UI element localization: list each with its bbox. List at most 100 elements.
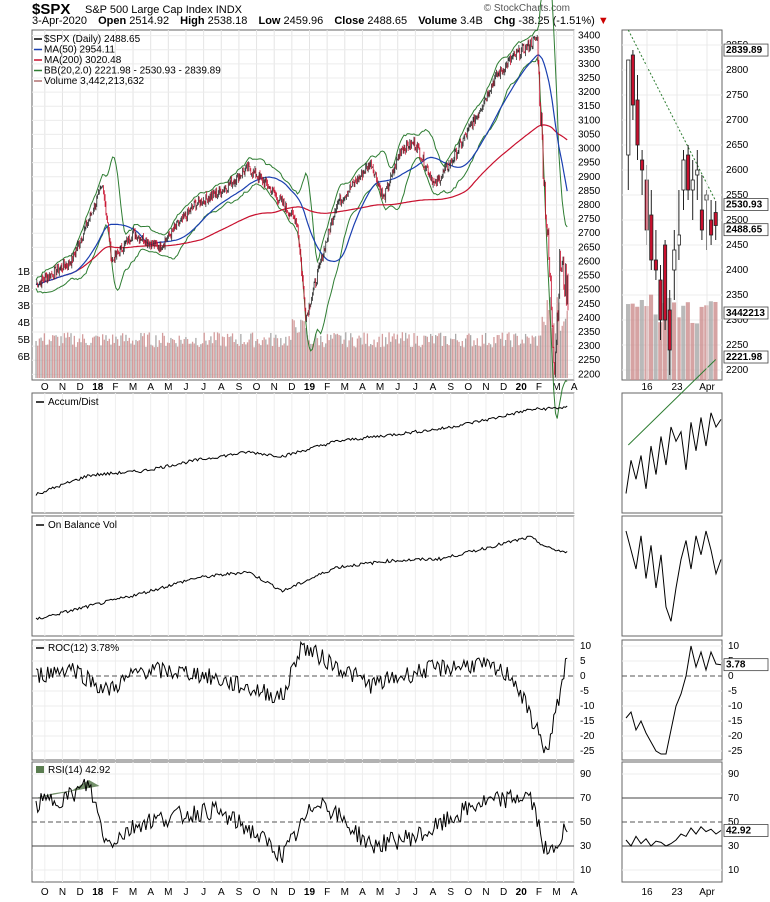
zoom-volume-bar	[630, 303, 635, 380]
zoom-volume-bar	[713, 301, 718, 380]
volume-bar	[136, 341, 139, 378]
zoom-roc-tick-label: -15	[728, 716, 743, 727]
x-tick-label: O	[253, 887, 261, 898]
volume-tick-label: 2B	[18, 284, 31, 295]
x-tick-label: D	[288, 887, 295, 898]
zoom-rsi-tick-label: 50	[728, 817, 740, 828]
x-tick-label: 20	[516, 887, 528, 898]
volume-bar	[443, 336, 445, 378]
zoom-roc-tick-label: 10	[728, 641, 740, 652]
x-tick-label: S	[236, 382, 243, 393]
volume-bar	[385, 337, 387, 378]
volume-bar	[158, 340, 160, 378]
volume-bar	[484, 333, 487, 378]
volume-bar	[410, 346, 412, 378]
y-tick-label: 2200	[578, 369, 601, 380]
volume-bar	[330, 334, 332, 378]
volume-tag-box	[723, 306, 769, 320]
volume-bar	[423, 335, 425, 378]
volume-bar	[430, 333, 432, 378]
volume-bar	[445, 336, 447, 378]
quote-date: 3-Apr-2020	[32, 15, 88, 27]
volume-bar	[225, 346, 227, 378]
volume-bar	[118, 345, 120, 378]
volume-bar	[173, 339, 175, 378]
volume-bar	[125, 334, 127, 378]
volume-bar	[453, 339, 455, 378]
volume-bar	[436, 336, 438, 378]
volume-bar	[425, 335, 427, 378]
zoom-y-tick-label: 2600	[726, 165, 749, 176]
roc-tick-label: 10	[580, 641, 592, 652]
volume-bar	[474, 345, 477, 378]
close-tag: 2488.65	[726, 225, 763, 236]
zoom-volume-bar	[685, 302, 690, 380]
y-tick-label: 3150	[578, 101, 601, 112]
volume-bar	[408, 334, 410, 378]
x-tick-label: A	[218, 382, 225, 393]
roc-panel-frame	[31, 639, 575, 761]
zoom-roc-tick-label: -5	[728, 686, 737, 697]
zoom-y-tick-label: 2300	[726, 315, 749, 326]
volume-bar	[203, 332, 205, 378]
volume-bar	[531, 335, 533, 378]
volume-bar	[78, 338, 80, 378]
zoom-candle-body	[626, 59, 631, 156]
volume-bar	[303, 321, 305, 378]
volume-bar	[105, 335, 107, 378]
volume-bar	[181, 343, 184, 378]
volume-bar	[85, 342, 87, 378]
y-tick-label: 3250	[578, 73, 601, 84]
y-tick-label: 2450	[578, 299, 601, 310]
zoom-obv-line	[625, 530, 722, 622]
ma50-line	[35, 54, 568, 286]
x-tick-label: F	[536, 382, 542, 393]
volume-bar	[248, 339, 250, 378]
rsi-tag-box	[723, 824, 769, 837]
zoom-y-tick-label: 2550	[726, 190, 749, 201]
volume-bar	[188, 343, 190, 378]
volume-bar	[251, 332, 254, 378]
y-tick-label: 2850	[578, 186, 601, 197]
accum-dist-panel-zoom-frame	[621, 392, 723, 514]
volume-bar	[198, 346, 200, 378]
volume-bar	[42, 340, 44, 378]
volume-bar	[288, 336, 290, 378]
volume-bar	[298, 332, 300, 378]
volume-bar	[226, 333, 229, 378]
x-tick-label: N	[271, 382, 278, 393]
chart-header: $SPX S&P 500 Large Cap Index INDX © Stoc…	[0, 0, 770, 30]
zoom-y-tick-label: 2200	[726, 365, 749, 376]
volume-bar	[260, 345, 262, 378]
zoom-rsi-tick-label: 90	[728, 769, 740, 780]
zoom-roc-tick-label: -10	[728, 701, 743, 712]
volume-bar	[421, 344, 424, 378]
volume-bar	[346, 347, 349, 378]
volume-bar	[265, 339, 267, 378]
zoom-candle-body	[630, 54, 635, 106]
x-tick-label: N	[59, 382, 66, 393]
volume-bar	[536, 345, 538, 378]
roc-panel-zoom-frame	[621, 639, 723, 761]
volume-bar	[331, 338, 334, 378]
close-tag-box	[723, 223, 769, 237]
volume-bar	[230, 336, 232, 378]
volume-bar	[290, 339, 292, 378]
volume-bar	[176, 346, 179, 378]
volume-bar	[145, 346, 147, 378]
volume-bar	[448, 345, 450, 378]
roc-tick-label: 0	[580, 671, 586, 682]
symbol[interactable]: $SPX	[32, 1, 71, 18]
volume-bar	[311, 343, 314, 378]
volume-bar	[373, 339, 375, 378]
volume-bar	[151, 345, 154, 378]
volume-bar	[102, 334, 104, 378]
volume-bar	[504, 339, 507, 378]
volume-bar	[518, 345, 520, 378]
rsi-tick-label: 50	[580, 817, 592, 828]
rsi-tick-label: 90	[580, 769, 592, 780]
source-credit[interactable]: © StockCharts.com	[483, 3, 570, 14]
volume-bar	[213, 332, 215, 378]
volume-bar	[478, 345, 480, 378]
